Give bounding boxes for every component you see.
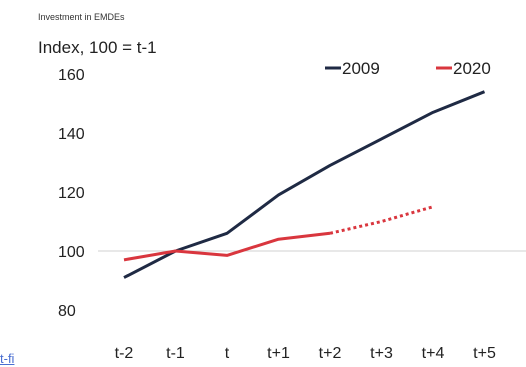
y-tick-label: 120 (58, 185, 85, 202)
series-line-2020-projection (329, 205, 434, 235)
x-tick-label: t-2 (115, 345, 134, 362)
y-tick-label: 160 (58, 67, 85, 84)
y-tick-label: 100 (58, 244, 85, 261)
y-axis-ticks: 80 100 120 140 160 (58, 67, 85, 320)
legend-label-2020: 2020 (453, 59, 491, 78)
y-axis-unit-label: Index, 100 = t-1 (38, 38, 157, 57)
legend-label-2009: 2009 (342, 59, 380, 78)
y-tick-label: 140 (58, 126, 85, 143)
chart-title: Investment in EMDEs (38, 12, 125, 22)
footer-link[interactable]: t-fi (0, 351, 15, 366)
series-line-2020 (123, 231, 331, 262)
x-tick-label: t+4 (422, 345, 445, 362)
legend: 2009 2020 (325, 59, 491, 78)
x-tick-label: t (225, 345, 230, 362)
y-tick-label: 80 (58, 303, 76, 320)
x-tick-label: t+1 (267, 345, 290, 362)
x-tick-label: t-1 (166, 345, 185, 362)
x-tick-label: t+2 (319, 345, 342, 362)
series-layer (123, 90, 486, 279)
series-line-2009 (123, 90, 486, 279)
x-tick-label: t+3 (370, 345, 393, 362)
x-axis-ticks: t-2 t-1 t t+1 t+2 t+3 t+4 t+5 (115, 345, 496, 362)
x-tick-label: t+5 (473, 345, 496, 362)
